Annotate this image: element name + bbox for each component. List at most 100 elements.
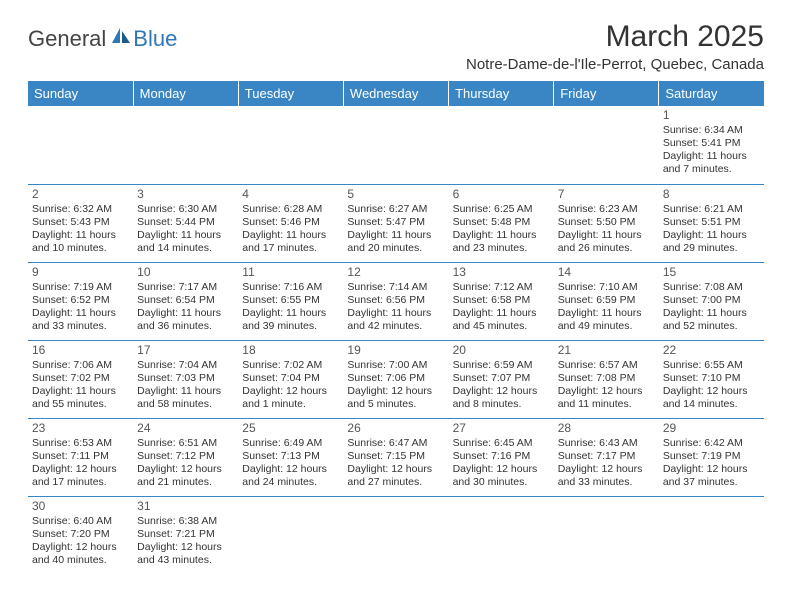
sunset-text: Sunset: 7:20 PM bbox=[32, 528, 129, 541]
daylight-text: Daylight: 11 hours and 49 minutes. bbox=[558, 307, 655, 333]
sun-info: Sunrise: 7:06 AMSunset: 7:02 PMDaylight:… bbox=[32, 359, 129, 412]
calendar-day-cell: 13Sunrise: 7:12 AMSunset: 6:58 PMDayligh… bbox=[449, 262, 554, 340]
sun-info: Sunrise: 6:55 AMSunset: 7:10 PMDaylight:… bbox=[663, 359, 760, 412]
sunrise-text: Sunrise: 6:47 AM bbox=[347, 437, 444, 450]
sun-info: Sunrise: 6:49 AMSunset: 7:13 PMDaylight:… bbox=[242, 437, 339, 490]
sunrise-text: Sunrise: 6:43 AM bbox=[558, 437, 655, 450]
daylight-text: Daylight: 12 hours and 24 minutes. bbox=[242, 463, 339, 489]
sunrise-text: Sunrise: 6:30 AM bbox=[137, 203, 234, 216]
sunset-text: Sunset: 6:55 PM bbox=[242, 294, 339, 307]
day-number: 28 bbox=[558, 421, 655, 436]
calendar-day-cell bbox=[343, 106, 448, 184]
calendar-table: SundayMondayTuesdayWednesdayThursdayFrid… bbox=[28, 81, 764, 574]
sunset-text: Sunset: 5:44 PM bbox=[137, 216, 234, 229]
sun-info: Sunrise: 6:34 AMSunset: 5:41 PMDaylight:… bbox=[663, 124, 760, 177]
day-number: 2 bbox=[32, 187, 129, 202]
sunrise-text: Sunrise: 7:12 AM bbox=[453, 281, 550, 294]
calendar-day-cell: 12Sunrise: 7:14 AMSunset: 6:56 PMDayligh… bbox=[343, 262, 448, 340]
sunset-text: Sunset: 5:41 PM bbox=[663, 137, 760, 150]
calendar-week-row: 16Sunrise: 7:06 AMSunset: 7:02 PMDayligh… bbox=[28, 340, 764, 418]
calendar-day-cell: 2Sunrise: 6:32 AMSunset: 5:43 PMDaylight… bbox=[28, 184, 133, 262]
sunset-text: Sunset: 7:03 PM bbox=[137, 372, 234, 385]
day-number: 1 bbox=[663, 108, 760, 123]
calendar-day-cell bbox=[238, 496, 343, 574]
sunrise-text: Sunrise: 6:59 AM bbox=[453, 359, 550, 372]
day-number: 9 bbox=[32, 265, 129, 280]
daylight-text: Daylight: 11 hours and 20 minutes. bbox=[347, 229, 444, 255]
sunset-text: Sunset: 7:02 PM bbox=[32, 372, 129, 385]
daylight-text: Daylight: 11 hours and 10 minutes. bbox=[32, 229, 129, 255]
day-number: 5 bbox=[347, 187, 444, 202]
sun-info: Sunrise: 6:25 AMSunset: 5:48 PMDaylight:… bbox=[453, 203, 550, 256]
daylight-text: Daylight: 11 hours and 17 minutes. bbox=[242, 229, 339, 255]
daylight-text: Daylight: 12 hours and 5 minutes. bbox=[347, 385, 444, 411]
daylight-text: Daylight: 11 hours and 58 minutes. bbox=[137, 385, 234, 411]
daylight-text: Daylight: 11 hours and 26 minutes. bbox=[558, 229, 655, 255]
sun-info: Sunrise: 6:57 AMSunset: 7:08 PMDaylight:… bbox=[558, 359, 655, 412]
calendar-day-cell: 8Sunrise: 6:21 AMSunset: 5:51 PMDaylight… bbox=[659, 184, 764, 262]
day-number: 30 bbox=[32, 499, 129, 514]
logo-text-blue: Blue bbox=[133, 26, 177, 52]
calendar-day-cell bbox=[343, 496, 448, 574]
sun-info: Sunrise: 7:17 AMSunset: 6:54 PMDaylight:… bbox=[137, 281, 234, 334]
sun-info: Sunrise: 7:16 AMSunset: 6:55 PMDaylight:… bbox=[242, 281, 339, 334]
daylight-text: Daylight: 11 hours and 23 minutes. bbox=[453, 229, 550, 255]
calendar-day-cell: 11Sunrise: 7:16 AMSunset: 6:55 PMDayligh… bbox=[238, 262, 343, 340]
sunrise-text: Sunrise: 6:49 AM bbox=[242, 437, 339, 450]
sunrise-text: Sunrise: 6:34 AM bbox=[663, 124, 760, 137]
sunset-text: Sunset: 7:06 PM bbox=[347, 372, 444, 385]
calendar-day-cell: 4Sunrise: 6:28 AMSunset: 5:46 PMDaylight… bbox=[238, 184, 343, 262]
sun-info: Sunrise: 6:32 AMSunset: 5:43 PMDaylight:… bbox=[32, 203, 129, 256]
day-number: 27 bbox=[453, 421, 550, 436]
calendar-day-cell: 19Sunrise: 7:00 AMSunset: 7:06 PMDayligh… bbox=[343, 340, 448, 418]
sunset-text: Sunset: 7:17 PM bbox=[558, 450, 655, 463]
daylight-text: Daylight: 11 hours and 45 minutes. bbox=[453, 307, 550, 333]
calendar-day-cell: 15Sunrise: 7:08 AMSunset: 7:00 PMDayligh… bbox=[659, 262, 764, 340]
sunset-text: Sunset: 7:08 PM bbox=[558, 372, 655, 385]
sunset-text: Sunset: 6:52 PM bbox=[32, 294, 129, 307]
calendar-day-cell: 24Sunrise: 6:51 AMSunset: 7:12 PMDayligh… bbox=[133, 418, 238, 496]
logo-text-general: General bbox=[28, 26, 106, 52]
sunset-text: Sunset: 6:54 PM bbox=[137, 294, 234, 307]
sun-info: Sunrise: 7:19 AMSunset: 6:52 PMDaylight:… bbox=[32, 281, 129, 334]
day-number: 20 bbox=[453, 343, 550, 358]
calendar-week-row: 9Sunrise: 7:19 AMSunset: 6:52 PMDaylight… bbox=[28, 262, 764, 340]
day-header: Friday bbox=[554, 81, 659, 106]
calendar-week-row: 23Sunrise: 6:53 AMSunset: 7:11 PMDayligh… bbox=[28, 418, 764, 496]
sun-info: Sunrise: 6:21 AMSunset: 5:51 PMDaylight:… bbox=[663, 203, 760, 256]
sun-info: Sunrise: 7:08 AMSunset: 7:00 PMDaylight:… bbox=[663, 281, 760, 334]
day-number: 14 bbox=[558, 265, 655, 280]
daylight-text: Daylight: 11 hours and 14 minutes. bbox=[137, 229, 234, 255]
sun-info: Sunrise: 6:28 AMSunset: 5:46 PMDaylight:… bbox=[242, 203, 339, 256]
sunrise-text: Sunrise: 7:00 AM bbox=[347, 359, 444, 372]
daylight-text: Daylight: 12 hours and 40 minutes. bbox=[32, 541, 129, 567]
sunrise-text: Sunrise: 6:51 AM bbox=[137, 437, 234, 450]
calendar-day-cell: 18Sunrise: 7:02 AMSunset: 7:04 PMDayligh… bbox=[238, 340, 343, 418]
day-number: 22 bbox=[663, 343, 760, 358]
day-header-row: SundayMondayTuesdayWednesdayThursdayFrid… bbox=[28, 81, 764, 106]
day-number: 3 bbox=[137, 187, 234, 202]
calendar-day-cell: 3Sunrise: 6:30 AMSunset: 5:44 PMDaylight… bbox=[133, 184, 238, 262]
sun-info: Sunrise: 6:40 AMSunset: 7:20 PMDaylight:… bbox=[32, 515, 129, 568]
day-number: 11 bbox=[242, 265, 339, 280]
sunrise-text: Sunrise: 7:10 AM bbox=[558, 281, 655, 294]
sunrise-text: Sunrise: 6:57 AM bbox=[558, 359, 655, 372]
calendar-day-cell: 27Sunrise: 6:45 AMSunset: 7:16 PMDayligh… bbox=[449, 418, 554, 496]
daylight-text: Daylight: 11 hours and 29 minutes. bbox=[663, 229, 760, 255]
sunset-text: Sunset: 7:04 PM bbox=[242, 372, 339, 385]
header: General Blue March 2025 Notre-Dame-de-l'… bbox=[28, 20, 764, 73]
calendar-day-cell: 23Sunrise: 6:53 AMSunset: 7:11 PMDayligh… bbox=[28, 418, 133, 496]
sail-icon bbox=[111, 27, 131, 50]
title-block: March 2025 Notre-Dame-de-l'Ile-Perrot, Q… bbox=[466, 20, 764, 73]
calendar-week-row: 1Sunrise: 6:34 AMSunset: 5:41 PMDaylight… bbox=[28, 106, 764, 184]
daylight-text: Daylight: 12 hours and 33 minutes. bbox=[558, 463, 655, 489]
sunrise-text: Sunrise: 7:06 AM bbox=[32, 359, 129, 372]
calendar-day-cell bbox=[238, 106, 343, 184]
sunset-text: Sunset: 7:00 PM bbox=[663, 294, 760, 307]
sunset-text: Sunset: 6:59 PM bbox=[558, 294, 655, 307]
daylight-text: Daylight: 12 hours and 1 minute. bbox=[242, 385, 339, 411]
day-number: 26 bbox=[347, 421, 444, 436]
day-header: Monday bbox=[133, 81, 238, 106]
sunset-text: Sunset: 5:46 PM bbox=[242, 216, 339, 229]
sunset-text: Sunset: 5:51 PM bbox=[663, 216, 760, 229]
